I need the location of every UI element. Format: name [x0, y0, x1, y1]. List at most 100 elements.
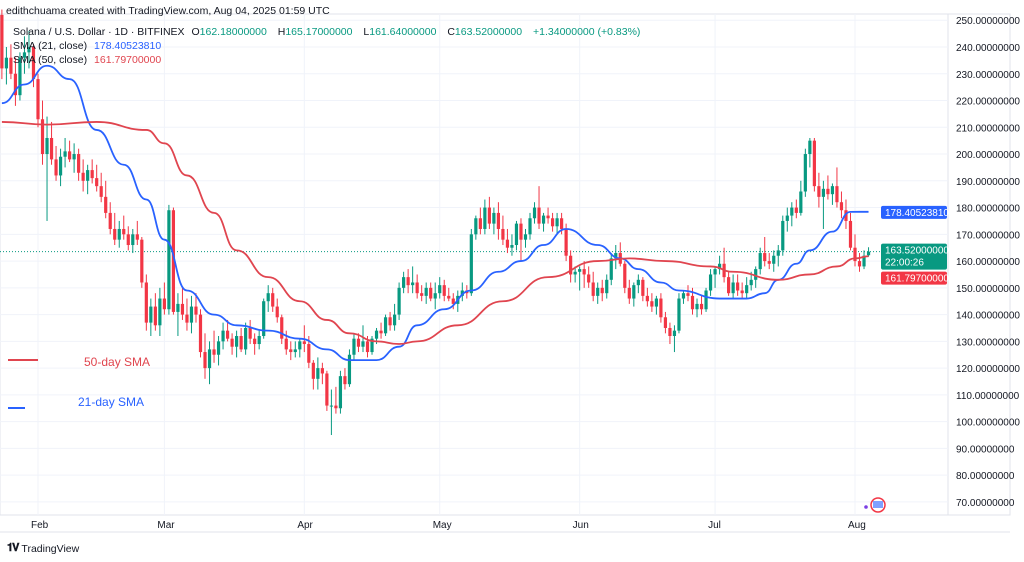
candle-body — [194, 306, 198, 315]
candle — [663, 311, 668, 334]
candle-body — [99, 186, 103, 197]
candle — [185, 298, 189, 331]
candle-body — [546, 215, 550, 219]
candle-body — [411, 282, 415, 286]
candle — [135, 220, 139, 246]
candle-body — [474, 218, 478, 235]
candle — [740, 282, 744, 299]
tradingview-logo[interactable]: 𝟏𝐕 TradingView — [7, 542, 79, 555]
candle-body — [388, 317, 392, 326]
candle — [325, 370, 329, 411]
candle-body — [167, 210, 171, 310]
candle — [77, 148, 81, 181]
candle — [406, 269, 410, 294]
candle-body — [790, 207, 794, 216]
candle-body — [406, 277, 410, 286]
candle-body — [803, 154, 807, 192]
price-tick-label: 160.00000000 — [956, 257, 1020, 268]
candle-body — [654, 298, 658, 307]
candle-body — [478, 218, 482, 229]
candle — [122, 215, 126, 240]
candle — [167, 204, 171, 315]
candle-body — [149, 306, 153, 323]
candle-body — [663, 317, 668, 328]
candle-body — [844, 210, 848, 221]
candle-body — [799, 191, 803, 213]
candle-body — [365, 341, 370, 353]
candle — [99, 172, 103, 203]
chart-credit: edithchuama created with TradingView.com… — [6, 5, 330, 17]
candle-body — [668, 327, 672, 337]
candle — [641, 277, 645, 302]
candle — [271, 287, 275, 312]
candle-body — [587, 274, 591, 283]
event-dot — [864, 505, 868, 509]
candle-body — [817, 186, 821, 197]
candle-body — [623, 263, 627, 288]
candle-body — [537, 207, 541, 224]
candle — [600, 279, 604, 302]
candle — [677, 293, 681, 334]
candle-body — [293, 349, 297, 353]
candle-body — [320, 368, 324, 374]
candle-body — [451, 298, 455, 304]
candle — [447, 287, 451, 302]
candle — [541, 212, 546, 232]
candle — [45, 116, 49, 221]
candle — [329, 389, 333, 436]
candle — [0, 9, 4, 80]
candle — [411, 266, 415, 294]
candle — [131, 228, 135, 254]
candle — [659, 293, 663, 323]
price-tick-label: 150.00000000 — [956, 284, 1020, 295]
candle-body — [645, 295, 649, 302]
candle — [352, 333, 356, 361]
candle-body — [392, 314, 397, 326]
candle-body — [185, 314, 189, 323]
candle-body — [108, 212, 112, 229]
high-value: 165.17000000 — [285, 26, 353, 38]
candle — [596, 282, 600, 304]
candle — [717, 255, 722, 275]
candle — [415, 274, 419, 299]
candle-body — [519, 223, 523, 240]
candle — [668, 322, 672, 345]
candle — [104, 180, 108, 219]
event-flag — [873, 501, 883, 508]
candle-body — [325, 373, 329, 406]
symbol-name[interactable]: Solana / U.S. Dollar · 1D · BITFINEX — [13, 26, 185, 38]
candle — [555, 212, 559, 235]
candle — [420, 285, 424, 302]
candle — [704, 287, 708, 312]
candle-body — [140, 239, 144, 283]
candle — [4, 47, 9, 85]
candle — [361, 325, 365, 353]
price-tick-label: 250.00000000 — [956, 16, 1020, 27]
candle-body — [690, 295, 695, 310]
candle — [280, 314, 284, 345]
candle-body — [49, 137, 54, 160]
ohlc-low: L161.64000000 — [363, 26, 440, 38]
candle — [582, 261, 586, 288]
candle — [13, 57, 18, 106]
candle-body — [58, 156, 63, 176]
candle — [81, 159, 85, 192]
candle-body — [699, 303, 704, 310]
candle — [623, 261, 627, 294]
sma50-legend-row[interactable]: SMA (50, close) 161.79700000 — [13, 53, 644, 67]
candle — [636, 274, 640, 294]
candle-body — [356, 338, 361, 347]
candle-body — [13, 73, 18, 96]
price-tick-label: 80.00000000 — [956, 471, 1015, 482]
candle — [501, 215, 505, 246]
candle-body — [830, 186, 835, 195]
candle-body — [402, 277, 406, 288]
candle — [537, 186, 541, 229]
candle-body — [433, 293, 437, 299]
sma21-legend-row[interactable]: SMA (21, close) 178.40523810 — [13, 39, 644, 53]
candle — [95, 164, 99, 192]
candle — [293, 341, 297, 358]
candle-body — [158, 298, 162, 326]
